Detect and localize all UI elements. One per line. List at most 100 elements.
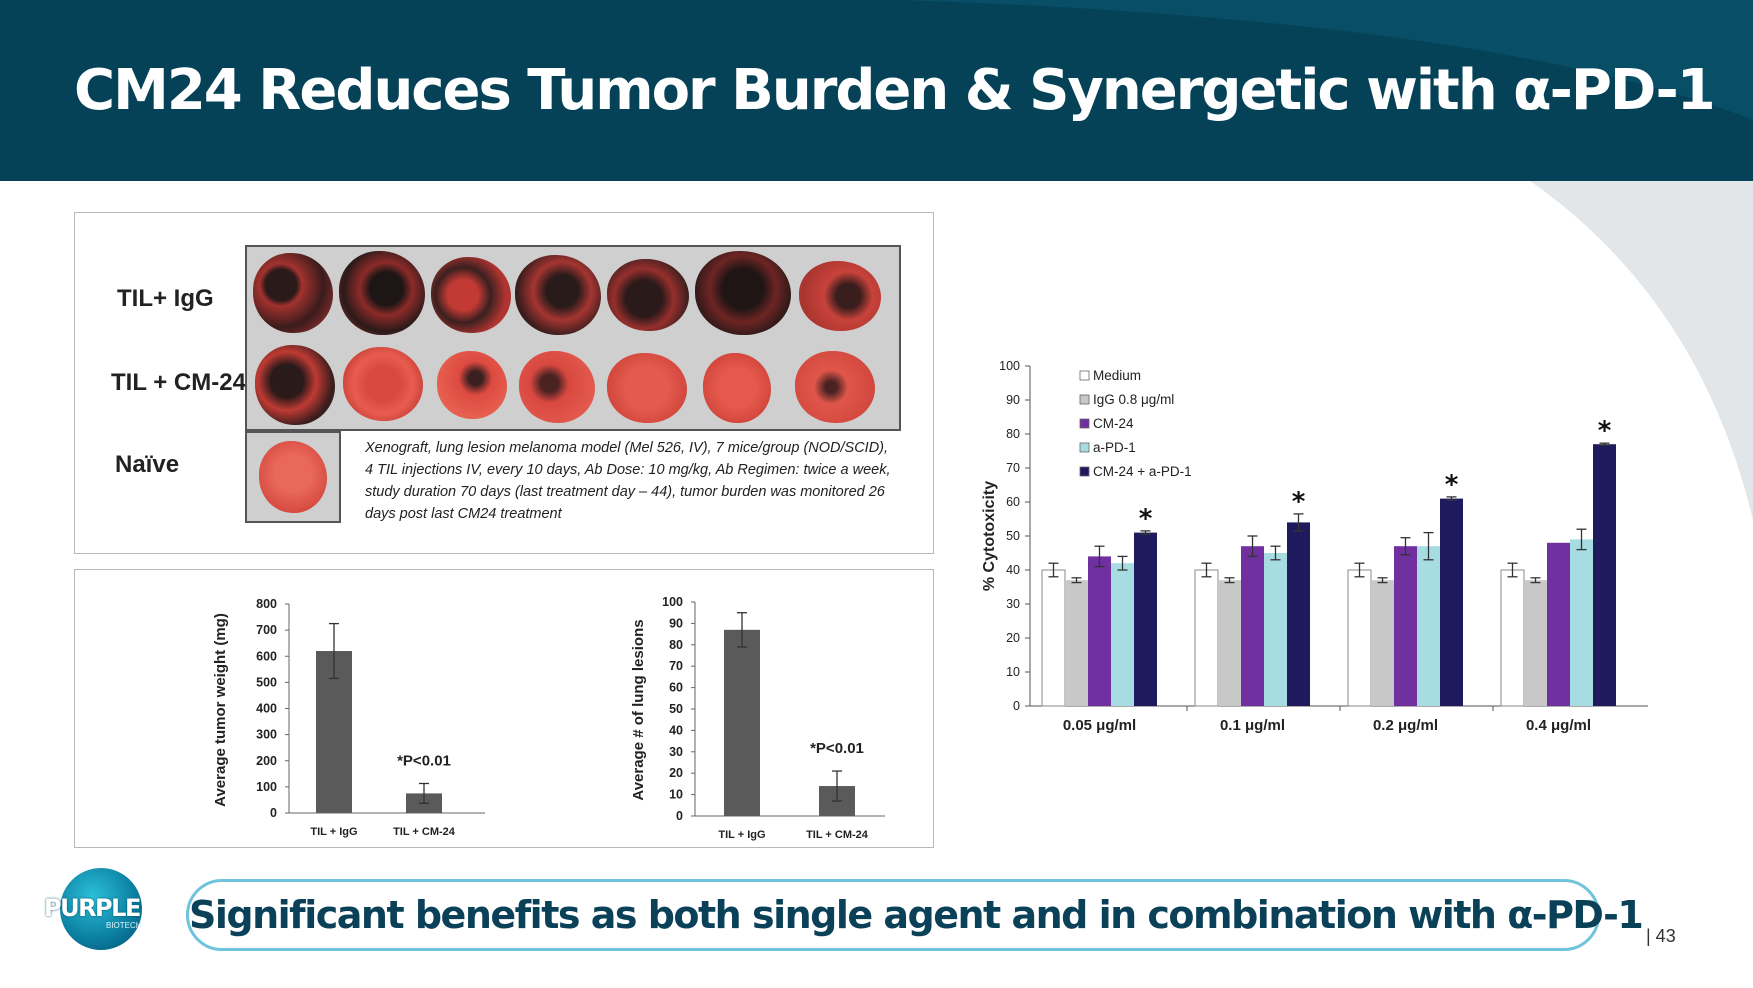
chart2-ytick-label: 30 (669, 745, 683, 759)
cyto-bar (1500, 569, 1525, 707)
chart2-ytick-label: 90 (669, 616, 683, 630)
chart1-ytick-label: 400 (256, 702, 277, 716)
slide-header: CM24 Reduces Tumor Burden & Synergetic w… (0, 0, 1753, 181)
tumor-weight-chart: Average tumor weight (mg) 0 100 200 300 400 5… (212, 597, 485, 838)
cyto-bar (1570, 539, 1593, 706)
chart1-ytick-label: 600 (256, 649, 277, 663)
cyto-bar (1218, 580, 1241, 706)
naive-lung-photo (245, 431, 341, 523)
chart2-ytick-label: 10 (669, 788, 683, 802)
cyto-ytick-label: 90 (1006, 393, 1020, 407)
page-number: | 43 (1646, 926, 1676, 946)
cyto-bar (1593, 444, 1616, 706)
chart1-category-label: TIL + CM-24 (393, 826, 456, 838)
study-caption: Xenograft, lung lesion melanoma model (M… (365, 440, 891, 522)
cyto-ytick-label: 60 (1006, 495, 1020, 509)
chart2-ytick-label: 40 (669, 723, 683, 737)
chart2-ytick-label: 80 (669, 638, 683, 652)
cyto-ytick-label: 20 (1006, 631, 1020, 645)
cyto-bar (1440, 498, 1463, 706)
logo-circle-icon (60, 868, 142, 950)
lung-lesions-chart: Average # of lung lesions 0 10 20 30 40 50 60 7… (630, 595, 885, 841)
chart-cyto-ylabel: % Cytotoxicity (981, 481, 998, 591)
cyto-bar (1264, 553, 1287, 706)
cyto-category-label: 0.05 μg/ml (1063, 717, 1136, 734)
chart1-ytick-label: 800 (256, 597, 277, 611)
chart1-ytick-label: 500 (256, 675, 277, 689)
cyto-legend-swatch (1079, 442, 1090, 453)
cyto-legend-swatch (1079, 370, 1090, 381)
chart1-ytick-label: 0 (270, 806, 277, 820)
chart1-ytick-label: 300 (256, 728, 277, 742)
lung-photo-panel: TIL+ IgG TIL + CM-24 Naïve Xenograft, lu… (74, 212, 934, 554)
chart1-ytick-label: 700 (256, 623, 277, 637)
chart-weight-ylabel: Average tumor weight (mg) (212, 613, 229, 807)
chart2-bar (724, 629, 760, 816)
chart2-ytick-label: 20 (669, 766, 683, 780)
cyto-significance-mark: * (1292, 487, 1306, 517)
row-label-til-cm24: TIL + CM-24 (111, 369, 246, 396)
cyto-legend-label: CM-24 + a-PD-1 (1093, 464, 1192, 479)
cyto-bar (1417, 546, 1440, 706)
cyto-legend-label: a-PD-1 (1093, 440, 1136, 455)
cyto-significance-mark: * (1445, 470, 1459, 500)
chart2-category-label: TIL + CM-24 (806, 829, 869, 841)
cyto-legend-label: CM-24 (1093, 416, 1134, 431)
chart2-significance-annotation: *P<0.01 (810, 740, 864, 757)
slide-title: CM24 Reduces Tumor Burden & Synergetic w… (74, 58, 1716, 123)
logo-subtext: BIOTECH (106, 921, 142, 930)
cyto-ytick-label: 80 (1006, 427, 1020, 441)
cyto-bar (1524, 580, 1547, 706)
cyto-bar (1134, 532, 1157, 706)
chart-lesions-ylabel: Average # of lung lesions (630, 619, 647, 800)
cyto-ytick-label: 10 (1006, 665, 1020, 679)
chart2-ytick-label: 60 (669, 681, 683, 695)
cyto-ytick-label: 0 (1013, 699, 1020, 713)
cyto-ytick-label: 70 (1006, 461, 1020, 475)
chart2-ytick-label: 0 (676, 809, 683, 823)
cyto-ytick-label: 30 (1006, 597, 1020, 611)
cyto-significance-mark: * (1139, 504, 1153, 534)
cyto-bar (1041, 569, 1066, 707)
lung-photo-grid (245, 245, 901, 431)
cyto-bar (1111, 563, 1134, 706)
cyto-category-label: 0.1 μg/ml (1220, 717, 1285, 734)
cyto-bar (1088, 556, 1111, 706)
chart1-significance-annotation: *P<0.01 (397, 752, 451, 769)
chart2-category-label: TIL + IgG (718, 829, 765, 841)
cyto-bar (1347, 569, 1372, 707)
cyto-bar (1065, 580, 1088, 706)
cyto-legend-swatch (1079, 466, 1090, 477)
row-label-til-igg: TIL+ IgG (117, 285, 214, 312)
chart1-ytick-label: 100 (256, 780, 277, 794)
cyto-bar (1394, 546, 1417, 706)
header-sweep-decoration (900, 0, 1753, 120)
cyto-category-label: 0.4 μg/ml (1526, 717, 1591, 734)
chart2-ytick-label: 100 (662, 595, 683, 609)
cyto-category-label: 0.2 μg/ml (1373, 717, 1438, 734)
chart2-ytick-label: 70 (669, 659, 683, 673)
cyto-legend-swatch (1079, 394, 1090, 405)
cyto-ytick-label: 40 (1006, 563, 1020, 577)
cyto-bar (1547, 542, 1570, 706)
tumor-bar-panel: Average tumor weight (mg) 0 100 200 300 400 5… (74, 569, 934, 848)
cyto-bar (1241, 546, 1264, 706)
logo-text: PURPLE (44, 894, 141, 922)
cyto-legend-swatch (1079, 418, 1090, 429)
chart2-ytick-label: 50 (669, 702, 683, 716)
cyto-bar (1287, 522, 1310, 706)
cyto-bar (1371, 580, 1394, 706)
cyto-ytick-label: 100 (999, 359, 1020, 373)
purple-biotech-logo: PURPLE BIOTECH (44, 868, 148, 952)
chart1-category-label: TIL + IgG (310, 826, 357, 838)
row-label-naive: Naïve (115, 451, 180, 478)
chart1-ytick-label: 200 (256, 754, 277, 768)
cyto-significance-mark: * (1598, 416, 1612, 446)
cyto-legend-label: Medium (1093, 368, 1141, 383)
key-message-box: Significant benefits as both single agen… (186, 879, 1644, 951)
key-message-text: Significant benefits as both single agen… (189, 893, 1644, 937)
cyto-ytick-label: 50 (1006, 529, 1020, 543)
cyto-bar (1194, 569, 1219, 707)
cyto-legend-label: IgG 0.8 μg/ml (1093, 392, 1174, 407)
